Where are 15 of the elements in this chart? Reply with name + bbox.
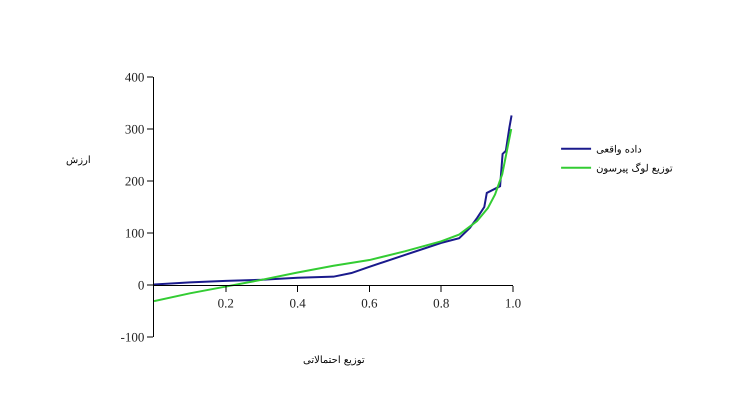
y-tick-label: -100 (120, 330, 144, 345)
y-tick-label: 100 (124, 226, 144, 241)
legend-label: داده واقعی (596, 144, 642, 156)
y-axis-title: ارزش (66, 155, 91, 166)
y-tick-label: 0 (138, 278, 144, 293)
x-tick-label: 0.4 (289, 296, 306, 311)
y-tick-label: 200 (124, 174, 144, 189)
x-tick-label: 0.2 (218, 296, 234, 311)
x-tick-label: 1.0 (504, 296, 522, 311)
y-tick-label: 300 (124, 122, 144, 137)
legend-label: توزیع لوگ پیرسون (596, 162, 673, 175)
x-tick-label: 0.8 (433, 296, 450, 311)
x-tick-label: 0.6 (361, 296, 378, 311)
y-tick-label: 400 (124, 70, 144, 85)
x-axis-title: توزیع احتمالاتی (303, 355, 365, 366)
